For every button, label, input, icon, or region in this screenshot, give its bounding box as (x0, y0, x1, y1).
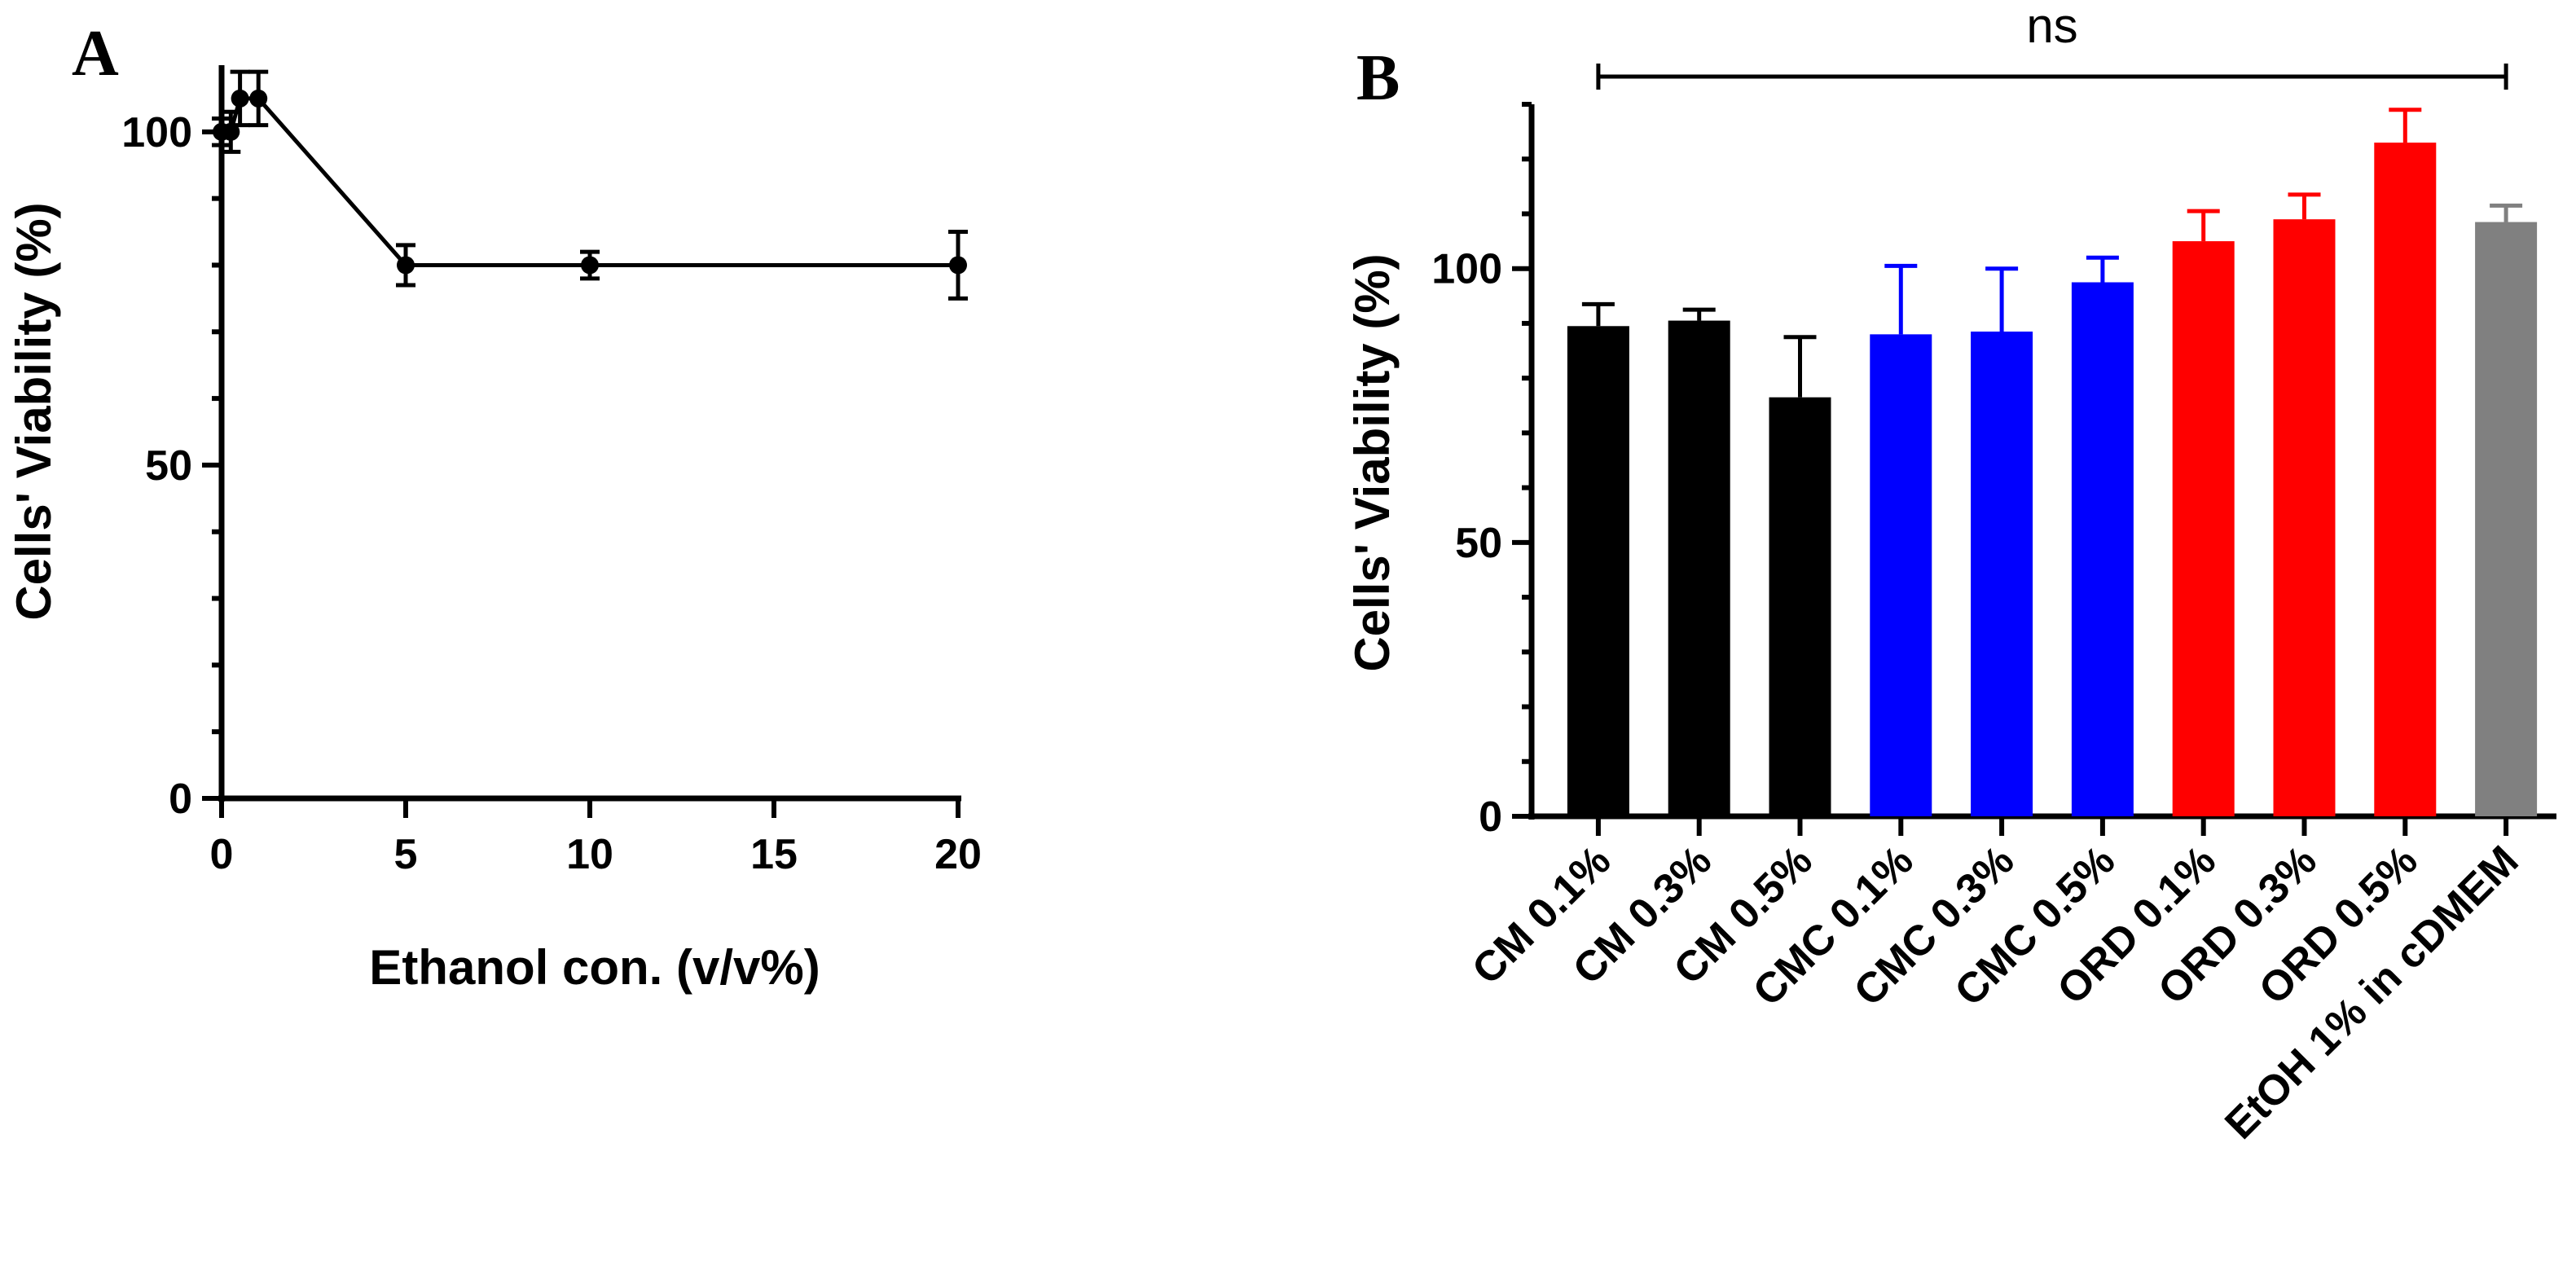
significance-bracket: ns (1596, 0, 2508, 90)
significance-label: ns (2026, 0, 2077, 53)
data-point (581, 256, 599, 275)
panel-a-y-axis-title: Cells' Viability (%) (7, 202, 61, 620)
panel-b-y-tick-label: 100 (1431, 246, 1502, 293)
panel-a-x-tick-label: 15 (750, 831, 798, 878)
panel-a-y-tick-label: 50 (145, 442, 192, 490)
panel-b-bars (1567, 108, 2538, 817)
data-point (949, 256, 967, 275)
panel-a-x-tick-label: 0 (210, 831, 234, 878)
bar (2071, 282, 2134, 816)
panel-a-axes: 0 5 10 15 20 0 50 100 (121, 65, 982, 878)
panel-b-y-tick-label: 50 (1455, 520, 1502, 567)
bar (1567, 326, 1629, 816)
bar (2374, 143, 2437, 817)
bar (1971, 332, 2033, 816)
panel-a-x-tick-label: 5 (394, 831, 418, 878)
data-point (222, 122, 240, 141)
panel-a-x-tick-label: 20 (934, 831, 982, 878)
bar (1668, 320, 1730, 816)
panel-a-x-tick-label: 10 (566, 831, 613, 878)
data-point (397, 256, 415, 275)
panel-a-x-axis-title: Ethanol con. (v/v%) (369, 940, 820, 995)
data-point (249, 89, 268, 108)
series-line (222, 96, 958, 267)
bar (1870, 334, 1932, 816)
bar (2273, 219, 2336, 817)
panel-b-y-tick-label: 0 (1479, 793, 1502, 841)
panel-label-b: B (1356, 42, 1400, 114)
bar (2475, 222, 2538, 816)
panel-label-a: A (72, 18, 119, 90)
panel-a-series (212, 69, 968, 301)
bar (2172, 241, 2235, 817)
panel-a-y-tick-label: 100 (121, 109, 192, 156)
data-point (231, 89, 249, 108)
panel-a: A 0 5 10 15 20 0 50 100 Ethanol con. (v/v%) Cel… (7, 18, 982, 995)
panel-b-y-axis-title: Cells' Viability (%) (1345, 253, 1400, 671)
bar (1769, 397, 1831, 817)
panel-a-y-tick-label: 0 (169, 776, 192, 823)
